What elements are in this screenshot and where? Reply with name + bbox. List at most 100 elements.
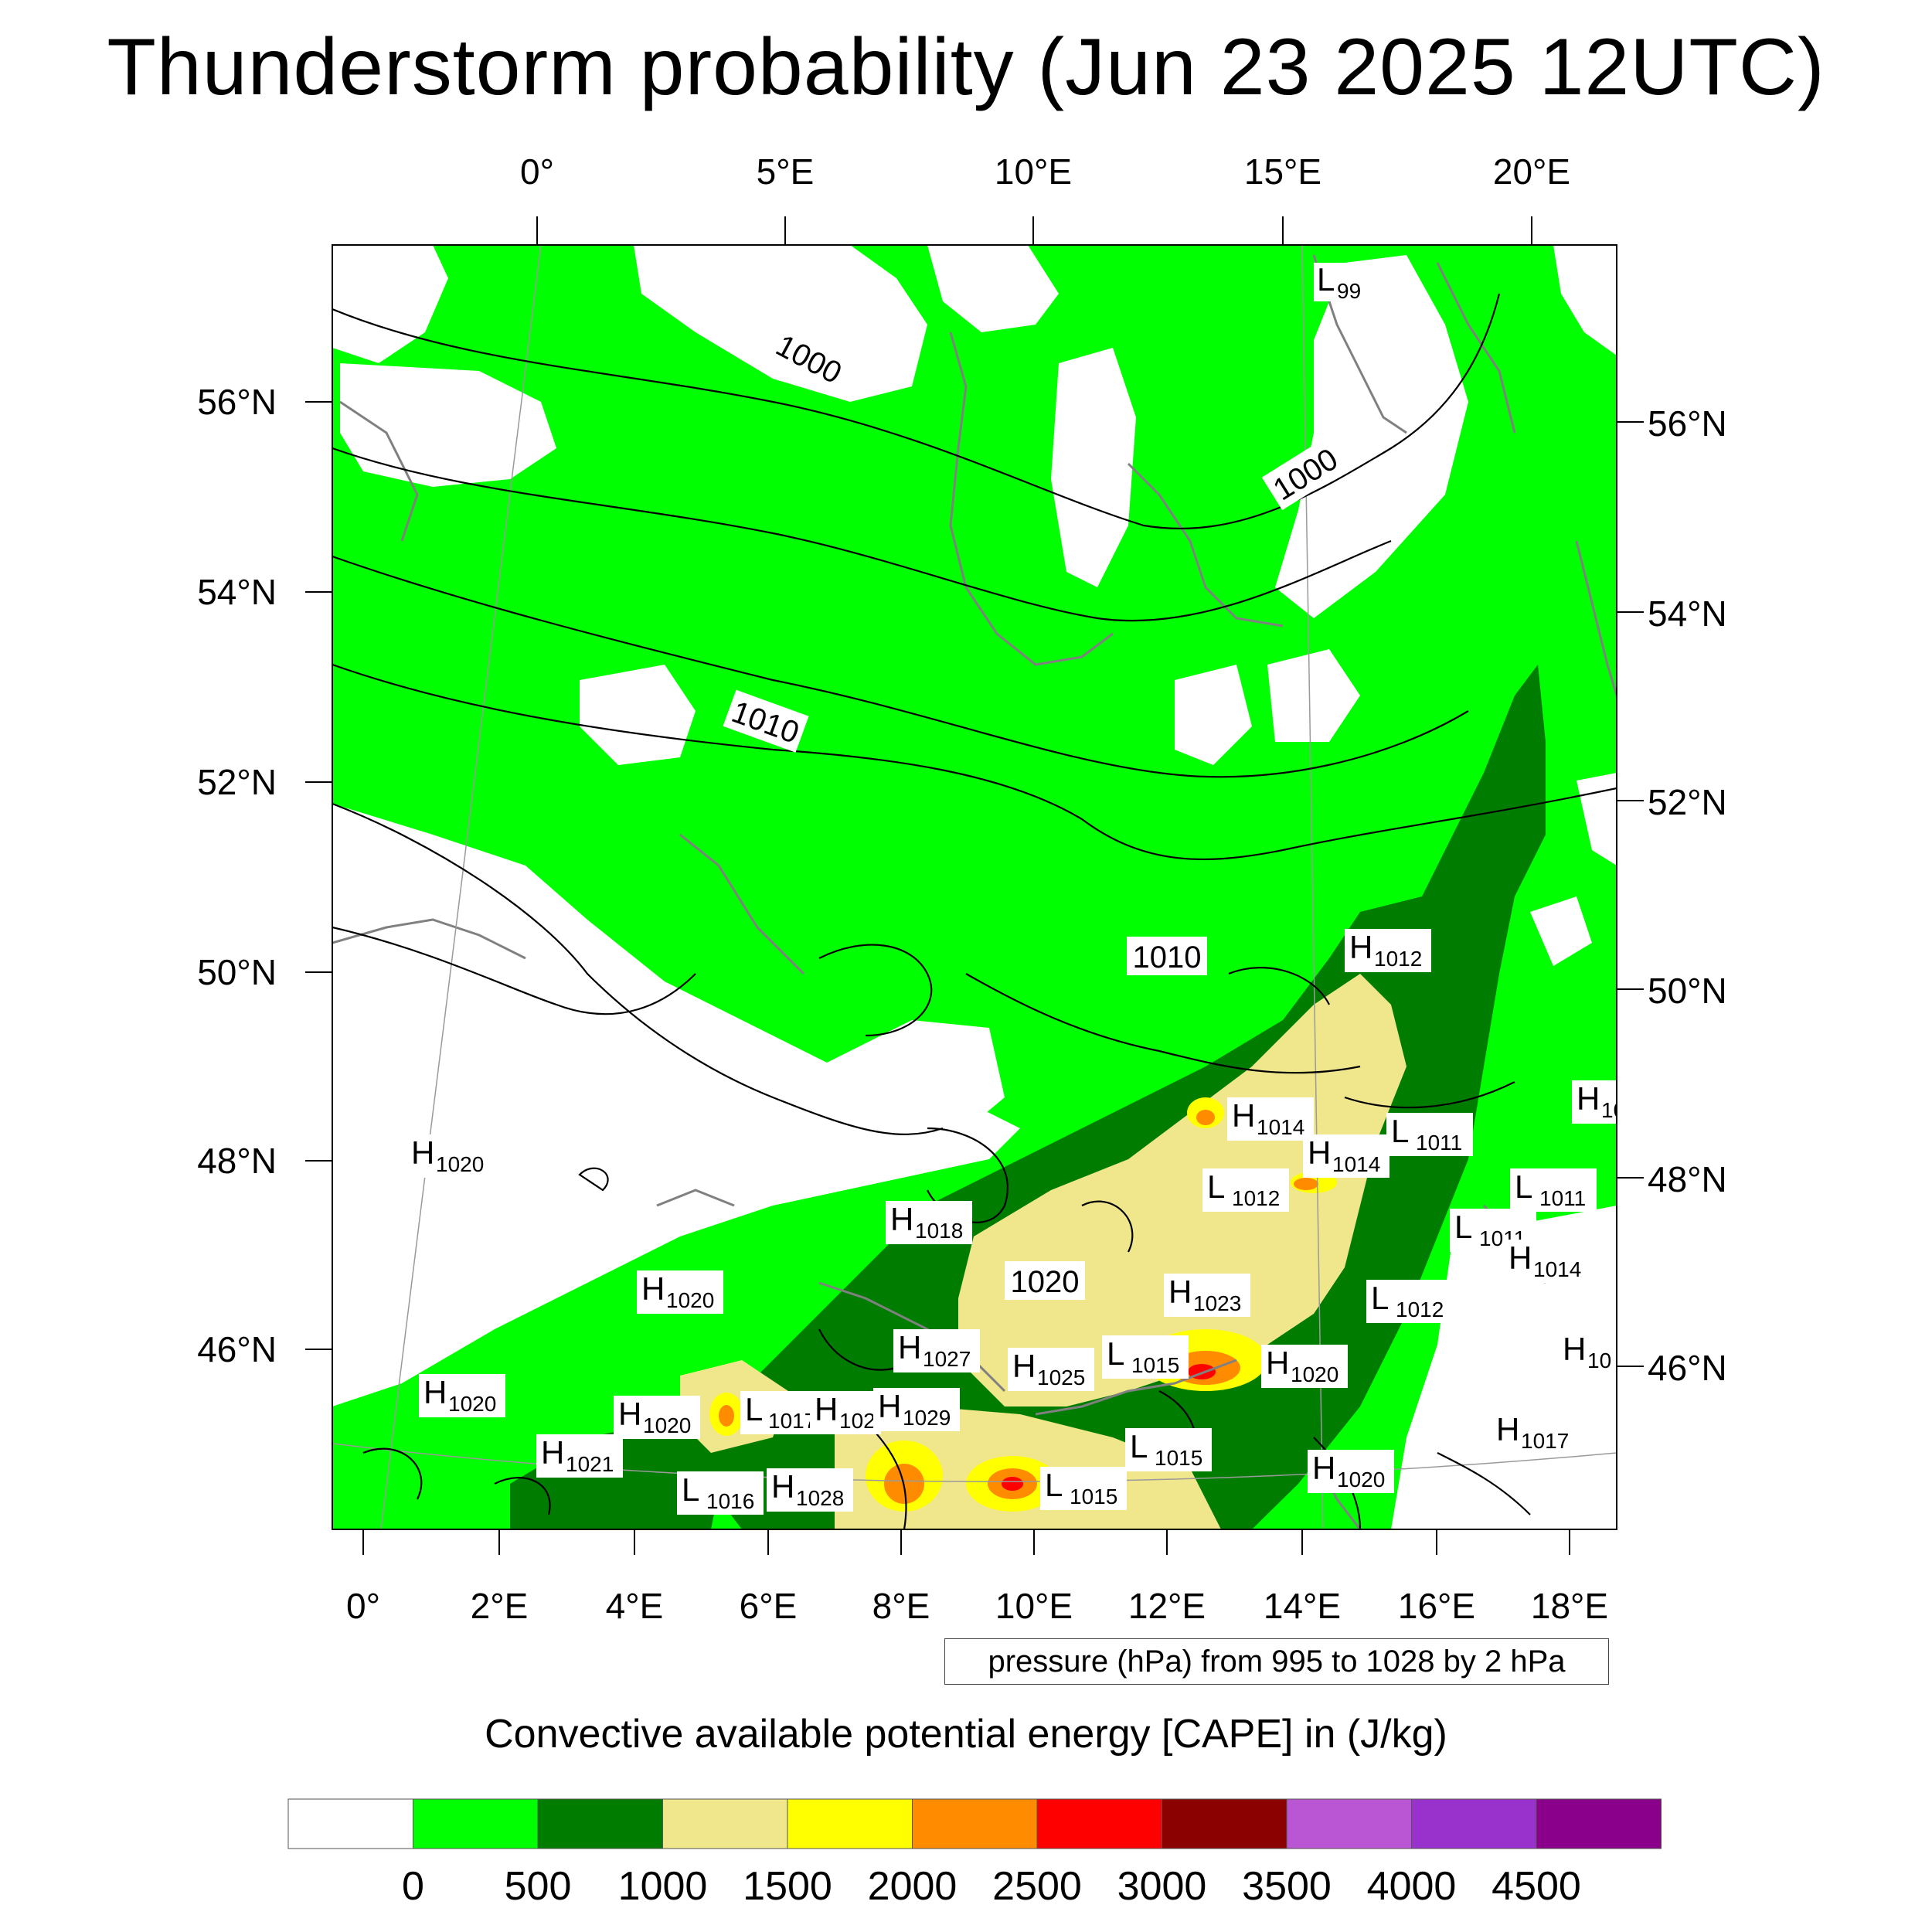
svg-text:H: H: [541, 1434, 564, 1471]
pressure-center-label: H 1020: [637, 1270, 723, 1314]
left-lat-label: 50°N: [197, 952, 277, 992]
pressure-center-label: H 1020: [406, 1134, 493, 1178]
svg-text:H: H: [1266, 1345, 1289, 1381]
colorbar-swatch: [1411, 1798, 1537, 1849]
svg-text:1020: 1020: [643, 1413, 691, 1437]
svg-text:H: H: [1308, 1134, 1331, 1171]
svg-text:1015: 1015: [1070, 1485, 1117, 1509]
svg-text:L: L: [1317, 261, 1335, 298]
bottom-lon-label: 10°E: [995, 1586, 1073, 1626]
bottom-lon-label: 14°E: [1264, 1586, 1341, 1626]
svg-text:L: L: [1107, 1335, 1124, 1372]
svg-text:1027: 1027: [923, 1347, 971, 1371]
cape-white-area: [580, 665, 696, 765]
top-lon-axis: [536, 216, 1532, 245]
top-lon-label: 0°: [520, 151, 554, 192]
colorbar-title: Convective available potential energy [C…: [485, 1712, 1447, 1757]
cape-orange-area: [1196, 1110, 1215, 1125]
cape-white-area: [1553, 245, 1617, 355]
svg-text:L: L: [1454, 1209, 1472, 1245]
svg-text:H: H: [1312, 1450, 1335, 1486]
colorbar-tick-label: 4500: [1492, 1864, 1581, 1909]
svg-text:H: H: [423, 1374, 447, 1410]
cape-white-area: [1530, 896, 1592, 966]
colorbar-swatch: [662, 1798, 788, 1849]
bottom-lon-label: 16°E: [1398, 1586, 1475, 1626]
svg-text:1016: 1016: [706, 1489, 754, 1513]
svg-text:L: L: [1391, 1113, 1409, 1149]
right-lat-label: 56°N: [1648, 403, 1727, 444]
pressure-center-label: H 1021: [536, 1434, 623, 1478]
pressure-center-label: H 10: [1572, 1080, 1617, 1124]
pressure-center-label: H 1020: [614, 1396, 700, 1439]
colorbar-swatch: [787, 1798, 913, 1849]
colorbar-swatch: [1286, 1798, 1412, 1849]
svg-text:L: L: [682, 1471, 699, 1508]
svg-text:1020: 1020: [1291, 1362, 1338, 1386]
contour-label-box: [723, 689, 809, 753]
pressure-center-label: L 1016: [677, 1471, 764, 1515]
cape-white-area: [332, 245, 448, 363]
svg-text:1020: 1020: [1337, 1468, 1385, 1492]
pressure-center-label: L 1015: [1102, 1335, 1189, 1379]
pressure-center-label: H 1029: [873, 1388, 960, 1431]
top-lon-label: 5°E: [757, 151, 815, 192]
map-frame: [332, 244, 1617, 1530]
cape-white-area: [927, 245, 1059, 332]
svg-text:1012: 1012: [1396, 1298, 1444, 1321]
svg-text:1029: 1029: [903, 1406, 951, 1430]
svg-text:1021: 1021: [566, 1452, 614, 1476]
cape-orange-area: [719, 1405, 734, 1427]
svg-text:1028: 1028: [796, 1486, 844, 1510]
left-lat-label: 54°N: [197, 572, 277, 612]
pressure-center-label: L 1015: [1125, 1428, 1212, 1471]
top-lon-labels: 0° 5°E 10°E 15°E 20°E: [520, 151, 1570, 192]
cape-dark-green-area: [696, 665, 1546, 1529]
right-lat-label: 48°N: [1648, 1159, 1727, 1199]
bottom-lon-label: 8°E: [872, 1586, 930, 1626]
bottom-lon-label: 12°E: [1128, 1586, 1206, 1626]
svg-text:1015: 1015: [1131, 1353, 1179, 1377]
svg-text:H: H: [1232, 1097, 1255, 1134]
colorbar-tick-label: 2500: [992, 1864, 1082, 1909]
bottom-lon-label: 18°E: [1531, 1586, 1608, 1626]
contour-label: 1010: [1127, 937, 1207, 975]
left-lat-label: 46°N: [197, 1329, 277, 1369]
cape-field: 1000 1000 1010 1010 1020 L 99 H 1012 H 10 H…: [332, 245, 1617, 1529]
cape-red-area: [1002, 1477, 1023, 1491]
colorbar-swatch: [537, 1798, 663, 1849]
pressure-center-label: L 1012: [1202, 1168, 1289, 1212]
top-lon-label: 15°E: [1244, 151, 1321, 192]
svg-text:1020: 1020: [448, 1392, 496, 1416]
pressure-center-label: H 1020: [1308, 1450, 1394, 1493]
cape-white-area: [634, 245, 927, 402]
contour-label-box: [766, 322, 853, 393]
svg-text:L: L: [1130, 1428, 1148, 1464]
pressure-center-label: H 1020: [419, 1374, 505, 1417]
pressure-center-label: L 1012: [1366, 1280, 1453, 1323]
svg-text:L: L: [1045, 1467, 1063, 1503]
colorbar: 0 500 1000 1500 2000 2500 3000 3500 4000 4500: [287, 1798, 1662, 1909]
left-lat-labels: 56°N 54°N 52°N 50°N 48°N 46°N: [197, 382, 277, 1369]
pressure-center-label: L 1011: [1510, 1168, 1597, 1212]
colorbar-swatch: [912, 1798, 1038, 1849]
svg-text:1023: 1023: [1193, 1291, 1241, 1315]
svg-text:L: L: [745, 1391, 763, 1427]
contour-info-box: pressure (hPa) from 995 to 1028 by 2 hPa: [944, 1638, 1609, 1685]
contour-label: 1020: [1005, 1261, 1085, 1300]
colorbar-tick-label: 3500: [1242, 1864, 1332, 1909]
contour-label-box: [1005, 1261, 1085, 1300]
colorbar-tick-label: 1000: [618, 1864, 708, 1909]
bottom-lon-label: 4°E: [606, 1586, 664, 1626]
pressure-center-label: H 1014: [1227, 1097, 1314, 1141]
colorbar-tick-label: 0: [402, 1864, 424, 1909]
svg-text:H: H: [898, 1329, 921, 1366]
pressure-center-label: H 10: [1558, 1331, 1617, 1374]
svg-text:1017: 1017: [768, 1409, 816, 1433]
colorbar-tick-label: 4000: [1367, 1864, 1457, 1909]
pressure-center-label: H 1017: [1492, 1411, 1578, 1454]
svg-text:H: H: [1349, 929, 1372, 965]
colorbar-swatch: [287, 1798, 413, 1849]
svg-text:L: L: [1371, 1280, 1389, 1316]
svg-text:1014: 1014: [1533, 1257, 1581, 1281]
